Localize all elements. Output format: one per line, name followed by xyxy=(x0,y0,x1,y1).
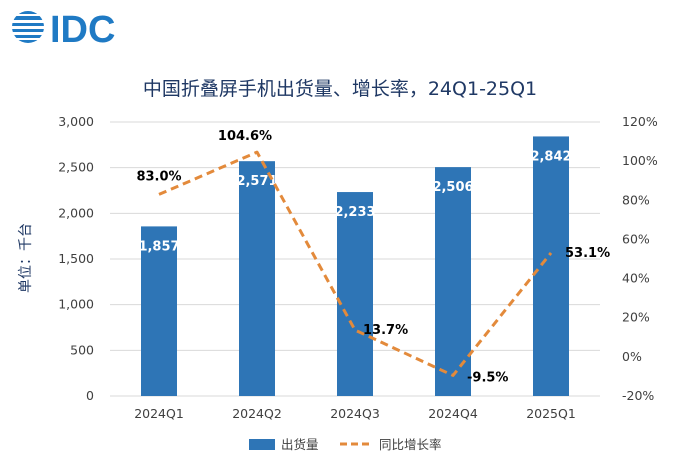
x-tick-label: 2024Q1 xyxy=(134,406,184,421)
left-tick-label: 500 xyxy=(70,342,94,357)
bar-value-label: 2,571 xyxy=(236,174,277,189)
bar-labels: 1,857 2,571 2,233 2,506 2,842 xyxy=(138,149,571,254)
bar xyxy=(337,192,373,396)
growth-value-label: -9.5% xyxy=(467,370,508,385)
left-tick-label: 0 xyxy=(86,388,94,403)
x-tick-label: 2025Q1 xyxy=(526,406,576,421)
bar-value-label: 1,857 xyxy=(138,239,179,254)
x-tick-label: 2024Q3 xyxy=(330,406,380,421)
bar xyxy=(533,136,569,396)
globe-icon xyxy=(12,11,44,43)
left-tick-label: 1,500 xyxy=(58,251,94,266)
growth-labels: 83.0% 104.6% 13.7% -9.5% 53.1% xyxy=(136,129,610,385)
growth-value-label: 104.6% xyxy=(218,129,272,144)
right-tick-label: -20% xyxy=(622,388,654,403)
right-tick-label: 40% xyxy=(622,271,650,286)
growth-value-label: 13.7% xyxy=(363,323,408,338)
legend-bar-swatch xyxy=(249,439,275,450)
growth-line xyxy=(158,150,553,377)
growth-value-label: 83.0% xyxy=(136,169,181,184)
right-tick-label: 120% xyxy=(622,114,658,129)
bar xyxy=(239,161,275,396)
bar-value-label: 2,233 xyxy=(334,205,375,220)
bar xyxy=(435,167,471,396)
idc-logo: IDC xyxy=(12,9,115,50)
right-tick-label: 60% xyxy=(622,231,650,246)
bar-value-label: 2,842 xyxy=(530,149,571,164)
left-tick-label: 2,000 xyxy=(58,205,94,220)
legend-bar-label: 出货量 xyxy=(281,437,319,452)
left-tick-label: 1,000 xyxy=(58,297,94,312)
legend-line-label: 同比增长率 xyxy=(379,437,442,452)
x-axis: 2024Q1 2024Q2 2024Q3 2024Q4 2025Q1 xyxy=(134,406,576,421)
y-axis-label: 单位：千台 xyxy=(18,223,34,293)
x-tick-label: 2024Q4 xyxy=(428,406,478,421)
bar-value-label: 2,506 xyxy=(432,180,473,195)
growth-line-path xyxy=(158,150,553,377)
chart-title: 中国折叠屏手机出货量、增长率，24Q1-25Q1 xyxy=(143,78,537,100)
left-tick-label: 3,000 xyxy=(58,114,94,129)
x-tick-label: 2024Q2 xyxy=(232,406,282,421)
bar xyxy=(141,226,177,396)
right-tick-label: 20% xyxy=(622,310,650,325)
right-tick-label: 80% xyxy=(622,192,650,207)
right-tick-label: 0% xyxy=(622,349,642,364)
right-axis: -20% 0% 20% 40% 60% 80% 100% 120% xyxy=(622,114,658,403)
bars xyxy=(141,136,569,396)
right-tick-label: 100% xyxy=(622,153,658,168)
legend: 出货量 同比增长率 xyxy=(249,437,442,452)
left-axis: 0 500 1,000 1,500 2,000 2,500 3,000 xyxy=(58,114,94,403)
growth-value-label: 53.1% xyxy=(565,246,610,261)
left-tick-label: 2,500 xyxy=(58,160,94,175)
logo-text: IDC xyxy=(50,9,115,50)
